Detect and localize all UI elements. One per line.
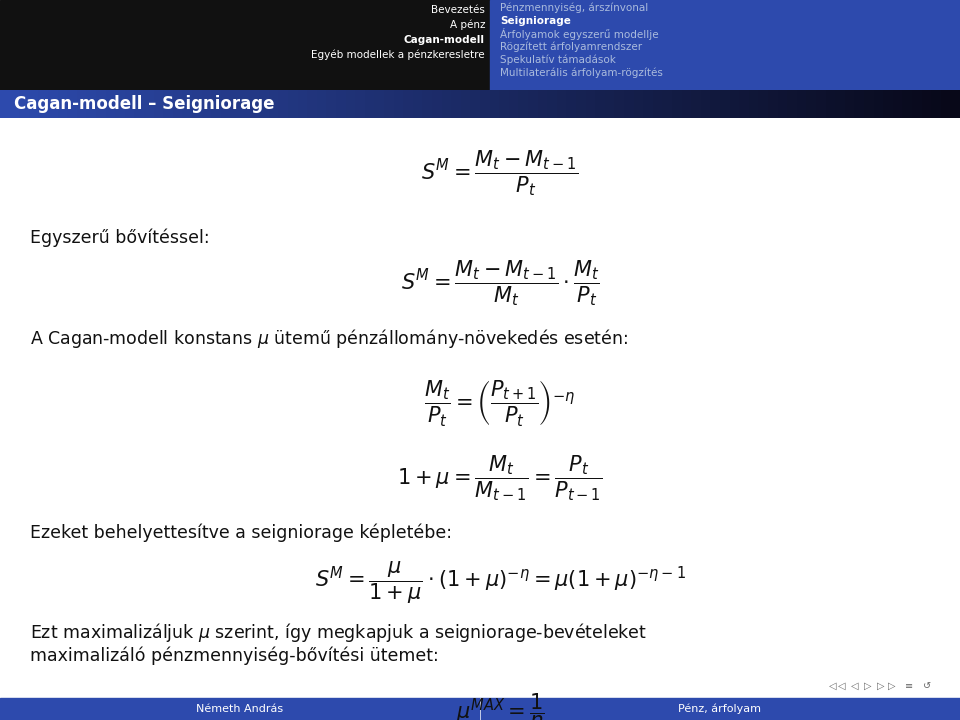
Text: $\triangleleft\triangleleft\,\triangleleft\,\triangleright\,\triangleright\trian: $\triangleleft\triangleleft\,\trianglele… [828, 680, 932, 692]
Text: Rögzített árfolyamrendszer: Rögzített árfolyamrendszer [500, 42, 642, 53]
Text: $S^M = \dfrac{\mu}{1 + \mu} \cdot (1 + \mu)^{-\eta} = \mu(1 + \mu)^{-\eta-1}$: $S^M = \dfrac{\mu}{1 + \mu} \cdot (1 + \… [315, 559, 685, 606]
Bar [0, 698, 960, 720]
Text: $1 + \mu = \dfrac{M_t}{M_{t-1}} = \dfrac{P_t}{P_{t-1}}$: $1 + \mu = \dfrac{M_t}{M_{t-1}} = \dfrac… [397, 453, 603, 503]
Bar [0, 0, 490, 90]
Text: Spekulatív támadások: Spekulatív támadások [500, 55, 616, 66]
Text: $S^M = \dfrac{M_t - M_{t-1}}{P_t}$: $S^M = \dfrac{M_t - M_{t-1}}{P_t}$ [421, 148, 579, 198]
Text: A pénz: A pénz [449, 19, 485, 30]
Text: maximalizáló pénzmennyiség-bővítési ütemet:: maximalizáló pénzmennyiség-bővítési ütem… [30, 647, 439, 665]
Text: A Cagan-modell konstans $\mu$ ütemű pénzállomány-növekedés esetén:: A Cagan-modell konstans $\mu$ ütemű pénz… [30, 326, 628, 349]
Bar [490, 0, 960, 90]
Text: Multilaterális árfolyam-rögzítés: Multilaterális árfolyam-rögzítés [500, 68, 662, 78]
Text: $S^M = \dfrac{M_t - M_{t-1}}{M_t} \cdot \dfrac{M_t}{P_t}$: $S^M = \dfrac{M_t - M_{t-1}}{M_t} \cdot … [400, 258, 599, 308]
Text: Ezt maximalizáljuk $\mu$ szerint, így megkapjuk a seigniorage-bevételeket: Ezt maximalizáljuk $\mu$ szerint, így me… [30, 621, 647, 644]
Text: Németh András: Németh András [197, 704, 283, 714]
Bar [0, 118, 960, 698]
Text: Ezeket behelyettesítve a seigniorage képletébe:: Ezeket behelyettesítve a seigniorage kép… [30, 523, 452, 542]
Text: Egyéb modellek a pénzkeresletre: Egyéb modellek a pénzkeresletre [311, 50, 485, 60]
Text: $\mu^{MAX} = \dfrac{1}{\eta}$: $\mu^{MAX} = \dfrac{1}{\eta}$ [456, 692, 544, 720]
Text: Pénz, árfolyam: Pénz, árfolyam [679, 703, 761, 714]
Text: Árfolyamok egyszerű modellje: Árfolyamok egyszerű modellje [500, 28, 659, 40]
Text: Seigniorage: Seigniorage [500, 16, 571, 26]
Text: Bevezetés: Bevezetés [431, 5, 485, 15]
Text: Pénzmennyiség, árszínvonal: Pénzmennyiség, árszínvonal [500, 3, 648, 13]
Text: $\dfrac{M_t}{P_t} = \left(\dfrac{P_{t+1}}{P_t}\right)^{-\eta}$: $\dfrac{M_t}{P_t} = \left(\dfrac{P_{t+1}… [424, 378, 576, 428]
Text: Egyszerű bővítéssel:: Egyszerű bővítéssel: [30, 229, 209, 247]
Text: Cagan-modell – Seigniorage: Cagan-modell – Seigniorage [14, 95, 275, 113]
Text: Cagan-modell: Cagan-modell [404, 35, 485, 45]
